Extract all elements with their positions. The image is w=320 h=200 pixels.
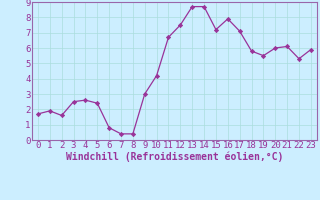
X-axis label: Windchill (Refroidissement éolien,°C): Windchill (Refroidissement éolien,°C) (66, 152, 283, 162)
